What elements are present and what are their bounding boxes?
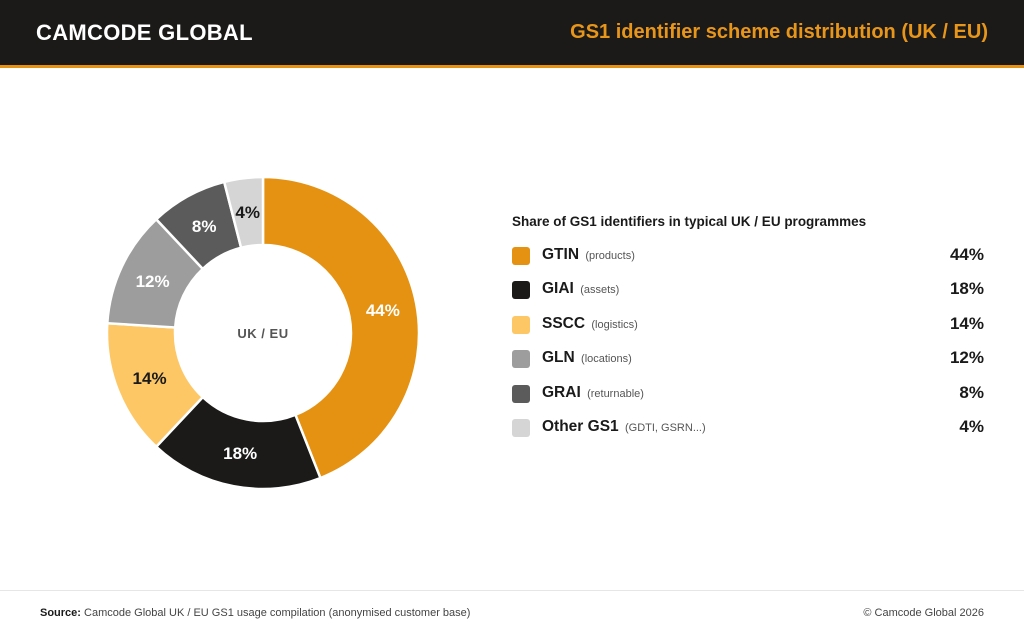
legend-series-note: (locations) — [581, 353, 632, 366]
legend-swatch — [512, 384, 530, 403]
legend-item: GRAI (returnable) 8% — [512, 383, 984, 417]
donut-slice-gtin — [261, 175, 421, 480]
legend-series-name: GRAI — [542, 383, 581, 401]
legend-series-name: GIAI — [542, 280, 574, 298]
legend-series-note: (GDTI, GSRN...) — [624, 421, 706, 434]
legend-value: 4% — [959, 416, 984, 436]
legend-label: GLN (locations) — [542, 349, 632, 367]
legend-value: 8% — [959, 382, 984, 402]
legend-series-note: (logistics) — [591, 318, 638, 331]
legend-label: GTIN (products) — [542, 246, 635, 264]
donut-center-label: UK / EU — [237, 326, 288, 341]
chart-title: Share of GS1 identifiers in typical UK /… — [512, 214, 867, 229]
donut-slices — [105, 175, 421, 491]
slice-value-label: 4% — [235, 203, 260, 222]
legend-rows: GTIN (products) 44% GIAI (assets) 18% SSCC (… — [512, 245, 984, 451]
legend-item: GIAI (assets) 18% — [512, 279, 984, 313]
header-bar: CAMCODE GLOBAL GS1 identifier scheme dis… — [0, 0, 1024, 68]
legend-value: 12% — [949, 348, 984, 368]
legend-item: Other GS1 (GDTI, GSRN...) 4% — [512, 417, 984, 451]
source-label: Source: — [40, 607, 81, 619]
legend-swatch — [512, 315, 530, 334]
donut-slice-other-gs1 — [222, 175, 265, 250]
legend-swatch — [512, 281, 530, 300]
legend-swatch — [512, 350, 530, 369]
donut-chart: 44% 18% 14% 12% 8% 4% UK / EU — [105, 175, 421, 491]
legend-value: 18% — [949, 279, 984, 299]
slice-value-label: 44% — [366, 301, 400, 320]
copyright: © Camcode Global 2026 — [863, 607, 984, 619]
legend-series-note: (products) — [585, 250, 635, 262]
legend-item: SSCC (logistics) 14% — [512, 314, 984, 348]
slice-value-label: 8% — [192, 217, 217, 236]
page-title: GS1 identifier scheme distribution (UK /… — [570, 21, 988, 43]
legend-value: 44% — [949, 245, 984, 264]
donut-slice-labels: 44% 18% 14% 12% 8% 4% — [133, 203, 400, 463]
footer-divider — [0, 590, 1024, 591]
slice-value-label: 18% — [223, 444, 257, 463]
source-text: Camcode Global UK / EU GS1 usage compila… — [84, 607, 471, 619]
legend-series-name: SSCC — [542, 314, 586, 332]
legend-item: GTIN (products) 44% — [512, 245, 984, 279]
source-note: Source: Camcode Global UK / EU GS1 usage… — [40, 607, 470, 619]
brand-logo-text: CAMCODE GLOBAL — [36, 20, 253, 45]
legend-swatch — [512, 418, 530, 437]
legend-label: SSCC (logistics) — [542, 315, 638, 333]
slice-value-label: 14% — [133, 369, 167, 388]
legend-label: Other GS1 (GDTI, GSRN...) — [542, 418, 706, 436]
legend-series-note: (returnable) — [587, 387, 644, 400]
legend-item: GLN (locations) 12% — [512, 348, 984, 382]
legend-series-name: GTIN — [542, 246, 580, 263]
legend-label: GIAI (assets) — [542, 280, 619, 298]
legend-label: GRAI (returnable) — [542, 384, 644, 402]
legend-series-note: (assets) — [580, 284, 620, 297]
legend-value: 14% — [949, 313, 984, 333]
legend-series-name: Other GS1 — [542, 417, 619, 435]
legend-swatch — [512, 247, 530, 265]
legend: Share of GS1 identifiers in typical UK /… — [512, 214, 984, 451]
slice-value-label: 12% — [136, 272, 170, 291]
legend-series-name: GLN — [542, 349, 575, 367]
